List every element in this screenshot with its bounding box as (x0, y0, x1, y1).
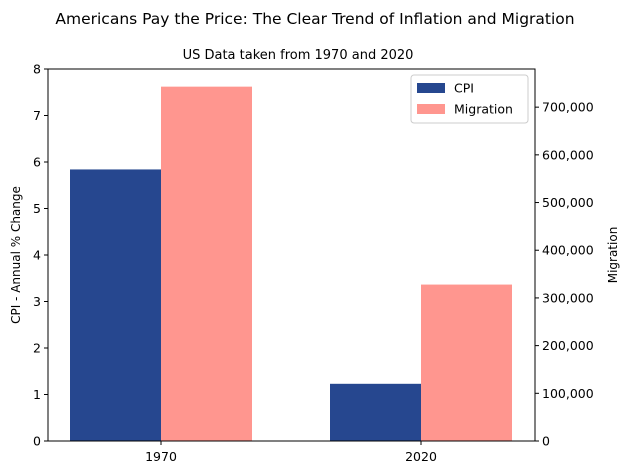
y-axis-right-label: Migration (606, 227, 620, 284)
legend-swatch-migration (417, 104, 445, 114)
y-right-tick-label: 400,000 (542, 243, 594, 258)
y-right-tick-label: 100,000 (542, 386, 594, 401)
bar-migration-2020 (421, 284, 512, 441)
y-right-tick-label: 700,000 (542, 100, 594, 115)
y-left-tick-label: 7 (33, 108, 41, 123)
bar-cpi-1970 (70, 169, 161, 441)
legend-label-cpi: CPI (454, 81, 474, 96)
y-right-tick-label: 0 (542, 434, 550, 449)
y-left-tick-label: 4 (33, 248, 41, 263)
y-left-tick-label: 6 (33, 155, 41, 170)
y-left-tick-label: 1 (33, 387, 41, 402)
y-right-tick-label: 200,000 (542, 338, 594, 353)
x-tick-label: 1970 (145, 449, 177, 464)
plot-area: 0 1 2 3 4 5 6 7 8 0 100,000 200,000 300,000 400,000 50… (33, 62, 594, 465)
x-tick-label: 2020 (405, 449, 437, 464)
y-left-tick-label: 0 (33, 434, 41, 449)
bar-cpi-2020 (330, 383, 421, 441)
y-right-tick-label: 300,000 (542, 290, 594, 305)
y-right-tick-label: 500,000 (542, 195, 594, 210)
bar-migration-1970 (161, 86, 252, 442)
legend-label-migration: Migration (454, 102, 513, 117)
y-left-tick-label: 2 (33, 341, 41, 356)
chart-subtitle: US Data taken from 1970 and 2020 (183, 48, 414, 63)
y-left-tick-label: 3 (33, 294, 41, 309)
chart-title: Americans Pay the Price: The Clear Trend… (55, 10, 574, 28)
y-left-tick-label: 8 (33, 62, 41, 77)
y-axis-left-label: CPI - Annual % Change (9, 186, 23, 324)
legend-swatch-cpi (417, 83, 445, 93)
y-right-tick-label: 600,000 (542, 147, 594, 162)
y-left-tick-label: 5 (33, 201, 41, 216)
